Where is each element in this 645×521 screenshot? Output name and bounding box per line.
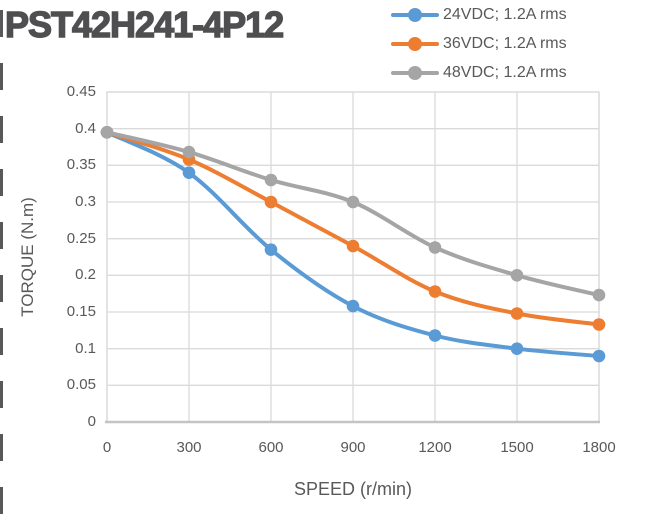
data-point [100, 126, 114, 139]
x-tick-label: 300 [176, 439, 202, 456]
legend-label: 48VDC; 1.2A rms [443, 63, 567, 81]
data-point [264, 243, 278, 256]
data-point [182, 145, 196, 159]
data-point [592, 349, 606, 363]
data-point [264, 195, 278, 209]
legend-item-36vdc: 36VDC; 1.2A rms [391, 29, 567, 58]
left-edge-artifact [0, 10, 3, 516]
x-tick-label: 0 [102, 439, 112, 456]
y-tick-label: 0.35 [66, 156, 96, 174]
y-tick-label: 0 [87, 413, 96, 430]
legend: 24VDC; 1.2A rms 36VDC; 1.2A rms 48VDC; 1… [391, 0, 567, 87]
y-tick-label: 0.3 [75, 193, 96, 210]
y-tick-label: 0.15 [66, 303, 96, 320]
legend-item-24vdc: 24VDC; 1.2A rms [391, 0, 567, 29]
data-point [428, 285, 442, 298]
data-point [264, 173, 278, 187]
legend-item-48vdc: 48VDC; 1.2A rms [391, 58, 567, 87]
data-point [510, 269, 524, 282]
legend-marker-dot [408, 36, 422, 51]
x-tick-label: 900 [340, 439, 366, 456]
legend-marker-line [391, 65, 439, 80]
data-point [428, 241, 442, 254]
legend-label: 36VDC; 1.2A rms [443, 34, 567, 52]
x-tick-label: 1800 [582, 439, 616, 456]
data-point [346, 299, 360, 313]
data-point [182, 166, 196, 179]
legend-marker-dot [408, 7, 422, 22]
data-point [592, 318, 606, 331]
y-tick-label: 0.1 [75, 339, 96, 357]
data-point [510, 307, 524, 320]
y-tick-label: 0.4 [75, 119, 96, 137]
data-point [346, 195, 360, 209]
data-point [510, 342, 524, 356]
y-tick-label: 0.2 [75, 266, 96, 284]
y-tick-label: 0.25 [66, 229, 96, 247]
legend-marker-dot [408, 65, 422, 80]
legend-marker-line [391, 7, 439, 22]
legend-marker-line [391, 36, 439, 51]
y-tick-label: 0.05 [66, 376, 96, 394]
data-point [346, 239, 360, 253]
x-tick-label: 1200 [418, 439, 452, 456]
y-tick-label: 0.45 [66, 83, 96, 100]
x-tick-label: 1500 [500, 439, 534, 456]
chart-title: PST42H241-4P12 [4, 3, 285, 45]
x-tick-label: 600 [258, 439, 284, 456]
data-point [592, 288, 606, 302]
legend-label: 24VDC; 1.2A rms [443, 5, 567, 23]
y-axis-title: TORQUE (N.m) [18, 197, 37, 317]
data-point [428, 329, 442, 342]
x-axis-title: SPEED (r/min) [293, 479, 412, 499]
